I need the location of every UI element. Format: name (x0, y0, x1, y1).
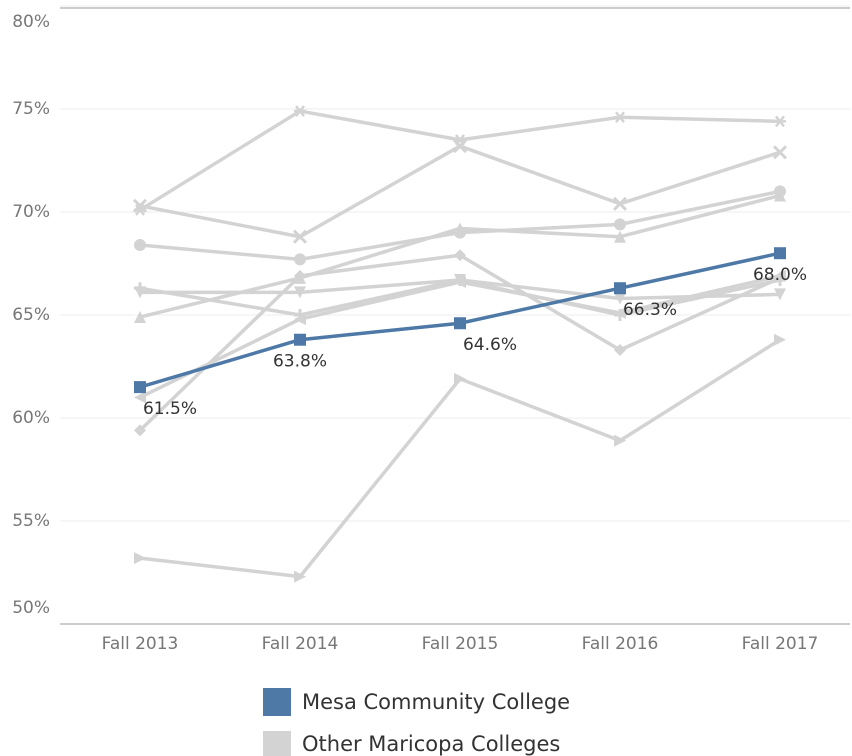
point (452, 139, 468, 154)
legend-label: Other Maricopa Colleges (302, 732, 560, 756)
point (134, 311, 146, 324)
point (614, 306, 626, 319)
point (774, 333, 786, 346)
data-label: 63.8% (273, 352, 327, 372)
point (454, 249, 466, 262)
point (774, 288, 786, 301)
point (614, 344, 626, 357)
point (774, 269, 786, 282)
y-tick-label: 75% (12, 99, 50, 119)
point (134, 552, 146, 565)
point (774, 189, 786, 202)
point (134, 238, 146, 251)
point (612, 196, 628, 211)
point (294, 313, 306, 326)
y-tick-label: 65% (12, 305, 50, 325)
legend-swatch (263, 688, 291, 716)
point (294, 105, 306, 117)
point (294, 570, 306, 583)
point (774, 247, 786, 260)
line (139, 338, 781, 579)
x-tick-label: Fall 2014 (262, 634, 339, 654)
line (139, 109, 781, 212)
other-college-line (134, 333, 786, 583)
point (134, 282, 146, 295)
y-tick-label: 50% (12, 598, 50, 618)
point (134, 381, 146, 394)
point (132, 198, 148, 213)
point (294, 269, 306, 282)
y-tick-label: 80% (12, 12, 50, 32)
x-tick-label: Fall 2016 (582, 634, 659, 654)
point (614, 218, 626, 231)
legend-label: Mesa Community College (302, 690, 570, 714)
y-tick-label: 60% (12, 408, 50, 428)
point (454, 222, 466, 235)
y-tick-label: 55% (12, 511, 50, 531)
point (614, 230, 626, 243)
y-tick-label: 70% (12, 202, 50, 222)
x-tick-label: Fall 2017 (742, 634, 819, 654)
point (454, 317, 466, 330)
point (454, 372, 466, 385)
other-college-line (132, 139, 788, 244)
point (614, 292, 626, 305)
point (454, 276, 466, 289)
grid (60, 5, 850, 625)
point (294, 253, 306, 266)
point (292, 229, 308, 244)
data-label: 66.3% (623, 300, 677, 320)
point (614, 282, 626, 295)
point (134, 391, 146, 404)
data-label: 64.6% (463, 335, 517, 355)
point (614, 111, 626, 124)
point (134, 424, 146, 437)
x-tick-label: Fall 2013 (102, 634, 179, 654)
x-tick-label: Fall 2015 (422, 634, 499, 654)
point (772, 145, 788, 160)
data-label: 68.0% (753, 265, 807, 285)
point (614, 434, 626, 447)
mesa-line (134, 247, 786, 394)
data-label: 61.5% (143, 399, 197, 419)
other-college-line (134, 269, 786, 404)
point (294, 286, 306, 299)
point (774, 115, 786, 128)
other-college-line (134, 105, 786, 216)
point (294, 333, 306, 346)
legend-swatch (263, 731, 291, 756)
